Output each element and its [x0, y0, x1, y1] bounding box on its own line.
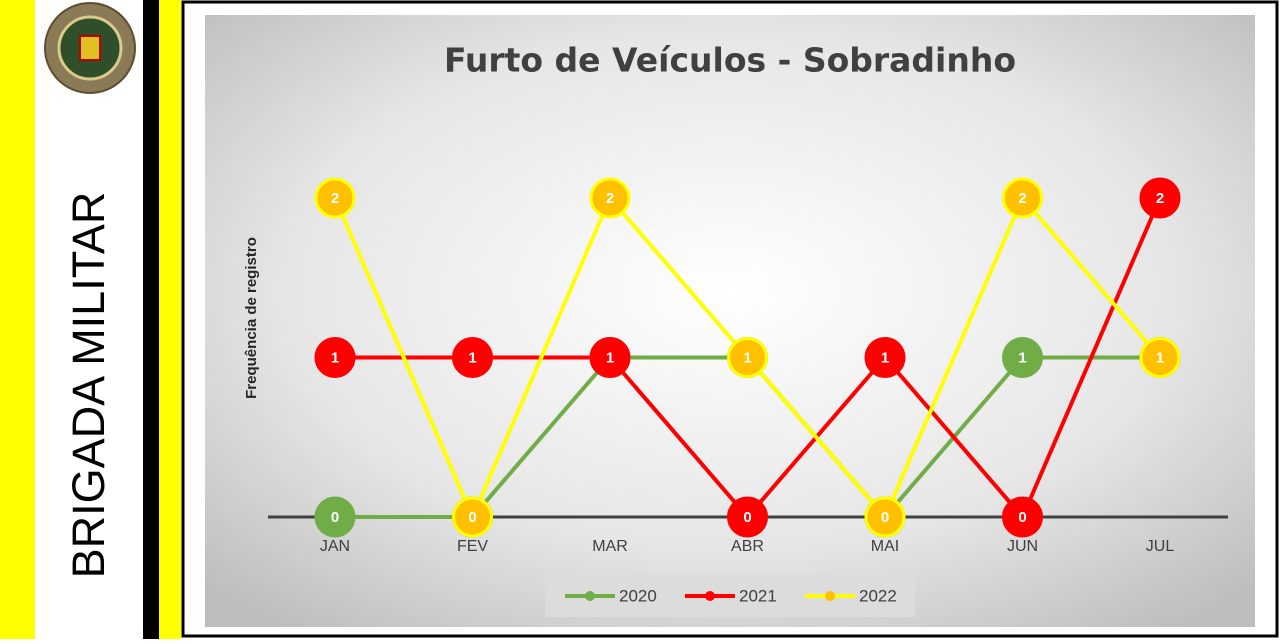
data-point: [727, 337, 768, 378]
data-point: [314, 337, 356, 378]
x-tick-label: JAN: [320, 538, 350, 555]
data-label: 1: [743, 349, 751, 366]
data-label: 1: [1018, 349, 1026, 366]
stripe: [0, 0, 35, 639]
data-label: 2: [1018, 190, 1026, 207]
sidebar-label: BRIGADA MILITAR: [63, 192, 114, 579]
data-point: [314, 496, 356, 538]
data-point: [1002, 177, 1043, 219]
legend-marker: [585, 591, 595, 601]
data-point: [1139, 337, 1181, 378]
data-label: 2: [1156, 190, 1164, 207]
data-point: [314, 177, 356, 219]
x-tick-label: JUN: [1007, 538, 1038, 555]
data-label: 1: [468, 349, 476, 366]
sidebar: [35, 0, 143, 639]
logo: [44, 2, 136, 94]
data-label: 1: [1156, 349, 1164, 366]
data-point: [589, 177, 631, 219]
stripe: [143, 0, 159, 639]
legend-label: 2020: [619, 586, 657, 605]
x-tick-label: FEV: [457, 538, 488, 555]
y-axis-label: Frequência de registro: [243, 237, 260, 399]
chart-area: [205, 15, 1255, 627]
data-point: [864, 337, 906, 378]
data-label: 2: [331, 190, 339, 207]
legend-marker: [825, 591, 835, 601]
data-point: [1139, 177, 1181, 219]
stripe: [159, 0, 181, 639]
data-point: [589, 337, 631, 378]
data-label: 1: [331, 349, 339, 366]
data-point: [1002, 496, 1043, 538]
data-label: 0: [881, 509, 889, 526]
data-label: 1: [606, 349, 614, 366]
x-tick-label: JUL: [1146, 538, 1175, 555]
data-point: [864, 496, 906, 538]
data-label: 2: [606, 190, 614, 207]
data-label: 0: [743, 509, 751, 526]
x-tick-label: ABR: [731, 538, 764, 555]
data-point: [452, 337, 493, 378]
data-label: 0: [468, 509, 476, 526]
chart-title: Furto de Veículos - Sobradinho: [444, 41, 1016, 80]
data-label: 1: [881, 349, 889, 366]
legend-label: 2022: [859, 586, 897, 605]
legend-label: 2021: [739, 586, 777, 605]
data-point: [1002, 337, 1043, 378]
data-label: 0: [331, 509, 339, 526]
data-point: [727, 496, 768, 538]
data-label: 0: [1018, 509, 1026, 526]
x-tick-label: MAI: [871, 538, 899, 555]
x-tick-label: MAR: [592, 538, 628, 555]
data-point: [452, 496, 493, 538]
legend-marker: [705, 591, 715, 601]
